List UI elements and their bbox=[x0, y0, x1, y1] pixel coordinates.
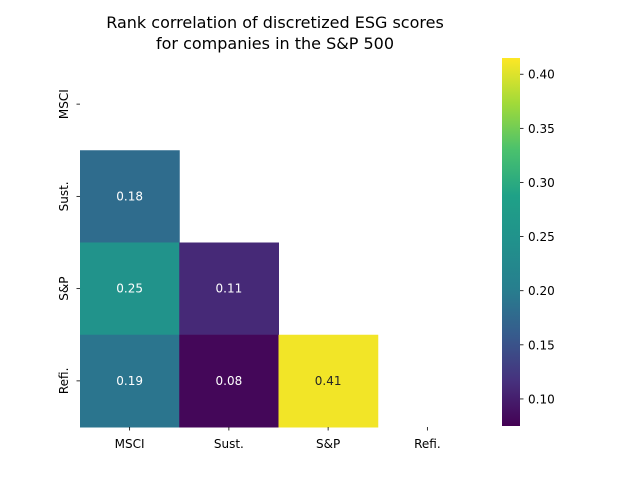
y-axis-ticks: MSCI Sust. S&P Refi. bbox=[57, 89, 80, 394]
y-tick-label: Refi. bbox=[57, 368, 71, 395]
heatmap-cell-value-label: 0.41 bbox=[315, 374, 342, 388]
colorbar-tick-label: 0.15 bbox=[528, 338, 555, 352]
colorbar-ticks: 0.10 0.15 0.20 0.25 0.30 0.35 0.40 bbox=[520, 68, 555, 406]
heatmap-cell-value-label: 0.25 bbox=[116, 282, 143, 296]
x-axis-ticks: MSCI Sust. S&P Refi. bbox=[115, 427, 441, 451]
colorbar: 0.10 0.15 0.20 0.25 0.30 0.35 0.40 bbox=[502, 58, 555, 426]
x-tick-label: MSCI bbox=[115, 437, 145, 451]
x-tick-label: S&P bbox=[316, 437, 340, 451]
x-tick-label: Sust. bbox=[214, 437, 244, 451]
heatmap-cells: 0.18 0.25 0.11 0.19 0.08 0.41 bbox=[80, 150, 379, 428]
colorbar-tick-label: 0.10 bbox=[528, 392, 555, 406]
chart-title-line-2: for companies in the S&P 500 bbox=[156, 34, 394, 53]
heatmap-cell-S&P-Sust. bbox=[179, 242, 279, 336]
x-tick-label: Refi. bbox=[414, 437, 441, 451]
y-tick-label: MSCI bbox=[57, 89, 71, 119]
heatmap-cell-value-label: 0.08 bbox=[216, 374, 243, 388]
heatmap-cell-value-label: 0.19 bbox=[116, 374, 143, 388]
colorbar-tick-label: 0.40 bbox=[528, 68, 555, 82]
heatmap-cell-Refi.-Sust. bbox=[179, 334, 279, 428]
colorbar-tick-label: 0.25 bbox=[528, 230, 555, 244]
heatmap-cell-Refi.-S&P bbox=[278, 334, 379, 428]
heatmap-cell-Sust.-MSCI bbox=[80, 150, 180, 243]
heatmap-cell-value-label: 0.11 bbox=[216, 282, 243, 296]
y-tick-label: S&P bbox=[57, 277, 71, 301]
colorbar-tick-label: 0.35 bbox=[528, 122, 555, 136]
colorbar-tick-label: 0.30 bbox=[528, 176, 555, 190]
colorbar-gradient bbox=[502, 58, 520, 426]
heatmap-cell-Refi.-MSCI bbox=[80, 334, 180, 428]
y-tick-label: Sust. bbox=[57, 181, 71, 211]
heatmap-cell-value-label: 0.18 bbox=[116, 189, 143, 203]
heatmap-cell-S&P-MSCI bbox=[80, 242, 180, 336]
colorbar-tick-label: 0.20 bbox=[528, 284, 555, 298]
chart-title-line-1: Rank correlation of discretized ESG scor… bbox=[106, 13, 444, 32]
chart-title: Rank correlation of discretized ESG scor… bbox=[106, 13, 444, 53]
